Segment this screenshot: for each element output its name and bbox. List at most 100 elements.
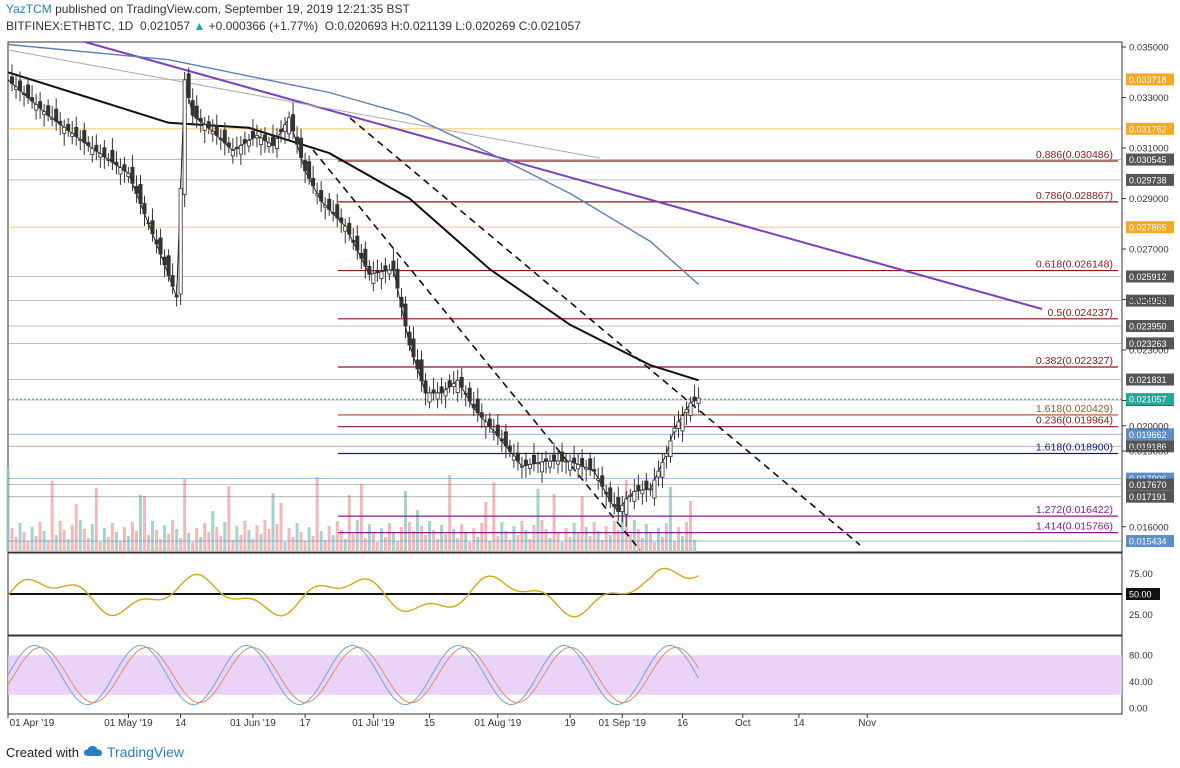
candle-body — [226, 142, 231, 148]
candle-body — [628, 494, 633, 497]
candle-body — [242, 139, 247, 144]
volume-bar — [408, 522, 411, 552]
volume-bar — [78, 520, 82, 552]
price-axis-tag-label: 0.023263 — [1129, 339, 1167, 349]
volume-bar — [14, 537, 18, 552]
candle-body — [182, 79, 187, 195]
price-chart[interactable]: 0.033718 0.031762 0.030545 0.029738 0.027865… — [0, 0, 1180, 740]
candle-body — [479, 412, 484, 418]
candle-body — [379, 271, 384, 280]
volume-bar — [588, 536, 592, 552]
volume-bar — [203, 523, 207, 552]
volume-bar — [379, 528, 383, 552]
x-tick-label: 01 Jun '19 — [230, 718, 276, 729]
candle-body — [194, 105, 199, 119]
volume-bar — [102, 528, 106, 552]
candle-body — [648, 488, 653, 491]
candle-body — [30, 97, 35, 102]
price-axis-tag — [1126, 73, 1174, 86]
volume-bar — [263, 520, 267, 552]
candle-body — [210, 131, 215, 135]
volume-bar — [231, 540, 235, 552]
volume-bar — [143, 496, 147, 552]
candle-body — [596, 478, 601, 481]
fib-level-label: 0.886(0.030486) — [1036, 149, 1113, 161]
candle-body — [142, 203, 147, 215]
candle-body — [303, 160, 308, 172]
volume-bar — [564, 528, 568, 552]
candle-body — [202, 124, 207, 132]
stoch-tick-label: 40.00 — [1129, 677, 1153, 688]
volume-bar — [134, 531, 138, 552]
fib-level-label: 1.414(0.015766) — [1036, 521, 1113, 533]
volume-bar — [685, 522, 689, 552]
candle-body — [230, 150, 235, 157]
candle-body — [266, 142, 271, 147]
candle-body — [519, 465, 524, 468]
candle-body — [42, 111, 47, 115]
volume-bar — [464, 533, 468, 552]
candle-body — [632, 491, 637, 502]
candle-body — [491, 430, 496, 434]
volume-bar — [528, 539, 532, 552]
candle-body — [170, 275, 175, 287]
candle-body — [258, 137, 263, 145]
volume-bar — [399, 527, 403, 552]
candle-body — [544, 458, 549, 462]
candle-body — [126, 172, 131, 177]
volume-bar — [311, 536, 315, 552]
candle-body — [158, 237, 163, 255]
candle-body — [419, 359, 424, 382]
candle-body — [46, 105, 51, 116]
candle-body — [539, 461, 544, 473]
volume-bar — [126, 536, 130, 552]
candle-body — [407, 331, 412, 346]
volume-bar — [420, 526, 424, 552]
stoch-d-line — [7, 646, 700, 704]
volume-bar — [436, 539, 440, 552]
volume-bar — [30, 527, 34, 552]
candle-body — [495, 424, 500, 437]
candle-body — [576, 464, 581, 470]
footer: Created with TradingView — [6, 744, 184, 760]
candle-body — [503, 431, 508, 447]
volume-bar — [331, 535, 335, 552]
candle-body — [616, 497, 621, 513]
volume-bar — [448, 475, 452, 552]
candle-body — [684, 408, 689, 414]
volume-bar — [656, 528, 660, 552]
volume-bar — [640, 538, 644, 552]
change-value: +0.000366 (+1.77%) — [208, 19, 319, 33]
created-with-text: Created with — [6, 744, 79, 760]
candle-body — [511, 455, 516, 461]
candle-body — [455, 379, 460, 393]
volume-bar — [452, 529, 456, 552]
volume-bar — [335, 521, 339, 552]
volume-bar — [195, 528, 199, 552]
price-axis-tag-label: 0.027865 — [1129, 223, 1167, 233]
y-tick-label: 0.016000 — [1129, 522, 1169, 533]
volume-bar — [363, 538, 367, 552]
volume-bar — [604, 526, 608, 552]
author-link[interactable]: YazTCM — [6, 2, 52, 16]
volume-bar — [167, 534, 171, 552]
candle-body — [166, 255, 171, 276]
price-axis-tag-label: 0.033718 — [1129, 75, 1167, 85]
volume-bar — [660, 537, 664, 552]
fib-level-label: 1.272(0.016422) — [1036, 504, 1113, 516]
candle-body — [692, 396, 697, 401]
candle-body — [122, 164, 127, 171]
candle-body — [331, 212, 336, 215]
tradingview-logo-text[interactable]: TradingView — [106, 744, 185, 760]
candle-body — [672, 427, 677, 433]
candle-body — [375, 270, 380, 273]
candle-body — [62, 126, 67, 134]
candle-body — [355, 235, 360, 251]
volume-bar — [636, 529, 640, 552]
candle-body — [471, 403, 476, 409]
candle-body — [130, 166, 135, 184]
tradingview-cloud-icon — [83, 745, 103, 760]
volume-bar — [243, 521, 247, 552]
stoch-tick-label: 0.00 — [1129, 704, 1148, 715]
volume-bar — [191, 542, 195, 552]
